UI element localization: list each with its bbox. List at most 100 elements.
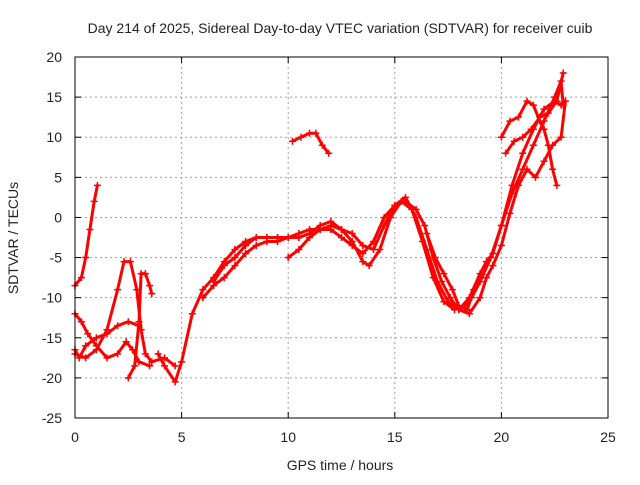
data-point-marker <box>540 125 548 133</box>
data-point-marker <box>77 318 85 326</box>
data-point-marker <box>124 318 132 326</box>
data-point-marker <box>103 354 111 362</box>
series-sat-j <box>423 229 484 314</box>
data-point-marker <box>440 270 448 278</box>
series-group <box>71 69 569 386</box>
data-point-marker <box>519 133 527 141</box>
data-point-marker <box>446 294 454 302</box>
data-point-marker <box>401 197 409 205</box>
data-point-marker <box>114 350 122 358</box>
y-tick-label: -25 <box>42 410 62 426</box>
chart-title: Day 214 of 2025, Sidereal Day-to-day VTE… <box>88 20 593 36</box>
data-point-marker <box>510 137 518 145</box>
data-point-marker <box>82 354 90 362</box>
x-tick-label: 15 <box>387 429 403 445</box>
y-tick-label: 20 <box>46 49 62 65</box>
data-point-marker <box>148 358 156 366</box>
series-line <box>73 260 177 368</box>
data-point-marker <box>476 274 484 282</box>
data-point-marker <box>122 338 130 346</box>
data-point-marker <box>348 238 356 246</box>
data-point-marker <box>540 157 548 165</box>
data-point-marker <box>536 113 544 121</box>
grid <box>75 57 608 418</box>
data-point-marker <box>126 258 134 266</box>
data-point-marker <box>391 201 399 209</box>
series-sat-e <box>124 270 156 382</box>
data-point-marker <box>288 137 296 145</box>
x-tick-label: 0 <box>71 429 79 445</box>
y-tick-label: -15 <box>42 330 62 346</box>
data-point-marker <box>412 205 420 213</box>
data-point-marker <box>242 250 250 258</box>
data-point-marker <box>274 234 282 241</box>
data-point-marker <box>312 129 320 137</box>
data-point-marker <box>199 286 207 294</box>
data-point-marker <box>306 129 314 137</box>
data-point-marker <box>161 362 169 370</box>
data-point-marker <box>154 350 162 358</box>
data-point-marker <box>359 242 367 250</box>
y-tick-label: 10 <box>46 129 62 145</box>
series-line <box>499 99 559 187</box>
data-point-marker <box>506 117 514 125</box>
data-point-marker <box>497 242 505 250</box>
data-point-marker <box>348 229 356 237</box>
data-point-marker <box>141 350 149 358</box>
data-point-marker <box>476 294 484 302</box>
series-line <box>201 99 563 312</box>
x-tick-label: 10 <box>280 429 296 445</box>
data-point-marker <box>90 197 98 205</box>
data-point-marker <box>365 262 373 270</box>
data-point-marker <box>82 254 90 262</box>
data-point-marker <box>338 225 345 233</box>
data-point-marker <box>231 262 239 270</box>
series-sat-k <box>288 129 333 157</box>
data-point-marker <box>553 97 561 105</box>
data-point-marker <box>519 149 527 157</box>
data-point-marker <box>325 149 333 157</box>
data-point-marker <box>284 254 292 262</box>
data-point-marker <box>423 229 431 237</box>
data-point-marker <box>297 133 305 141</box>
data-point-marker <box>178 358 186 366</box>
data-point-marker <box>553 181 561 189</box>
data-point-marker <box>82 342 90 350</box>
data-point-marker <box>103 326 111 334</box>
data-point-marker <box>210 278 218 286</box>
data-point-marker <box>295 246 303 254</box>
series-sat-i <box>284 97 569 318</box>
data-point-marker <box>359 250 367 258</box>
x-tick-label: 25 <box>600 429 616 445</box>
data-point-marker <box>540 105 548 113</box>
data-point-marker <box>327 221 335 229</box>
y-tick-label: -5 <box>50 250 63 266</box>
data-point-marker <box>529 101 537 109</box>
data-point-marker <box>380 221 388 229</box>
data-point-marker <box>544 109 552 117</box>
data-point-marker <box>380 213 388 221</box>
data-point-marker <box>231 246 239 254</box>
y-tick-label: -10 <box>42 290 62 306</box>
x-tick-label: 20 <box>494 429 510 445</box>
data-point-marker <box>188 310 196 318</box>
data-point-marker <box>561 97 569 105</box>
data-point-marker <box>431 254 439 262</box>
data-point-marker <box>231 254 239 262</box>
data-point-marker <box>131 362 139 370</box>
data-point-marker <box>86 225 94 233</box>
data-point-marker <box>92 334 100 342</box>
series-line <box>156 79 565 384</box>
y-tick-label: -20 <box>42 370 62 386</box>
data-point-marker <box>502 149 510 157</box>
data-point-marker <box>440 298 448 306</box>
data-point-marker <box>316 225 324 233</box>
data-point-marker <box>77 274 85 282</box>
x-axis-label: GPS time / hours <box>287 457 394 473</box>
data-point-marker <box>455 302 463 310</box>
data-point-marker <box>514 181 522 189</box>
data-point-marker <box>295 234 303 241</box>
data-point-marker <box>497 221 505 229</box>
